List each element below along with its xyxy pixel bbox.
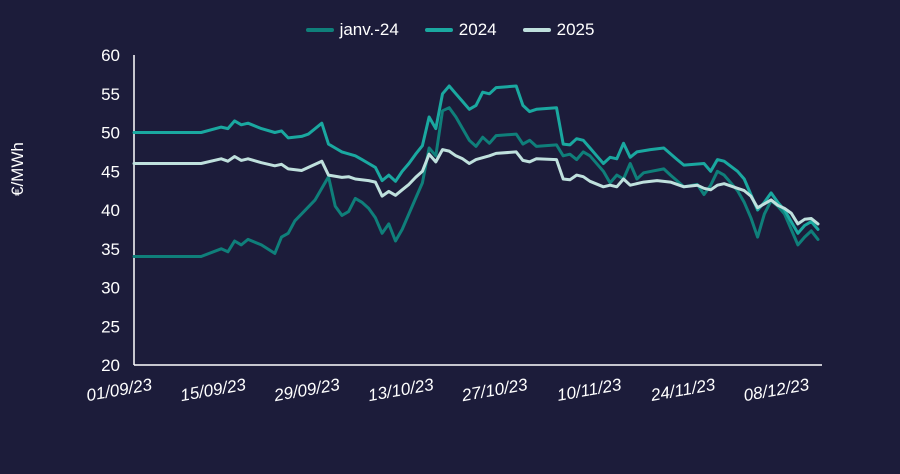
- y-tick-label: 45: [101, 162, 120, 181]
- x-tick-label: 29/09/23: [272, 375, 342, 405]
- y-tick-label: 50: [101, 124, 120, 143]
- y-axis-tick-labels: 20 25 30 35 40 45 50 55 60: [101, 46, 120, 375]
- x-tick-label: 13/10/23: [367, 375, 436, 405]
- series-line-janv-24: [132, 106, 820, 258]
- series-line-2024: [132, 84, 820, 235]
- x-tick-label: 24/11/23: [648, 375, 717, 405]
- y-tick-label: 30: [101, 279, 120, 298]
- legend-item-janv-24: janv.-24: [305, 20, 399, 40]
- x-tick-label: 08/12/23: [742, 375, 811, 405]
- x-tick-label: 27/10/23: [459, 375, 529, 405]
- chart-legend: janv.-24 2024 2025: [0, 20, 900, 40]
- y-tick-label: 25: [101, 317, 120, 336]
- legend-item-2024: 2024: [424, 20, 497, 40]
- x-tick-label: 01/09/23: [85, 375, 154, 405]
- chart-axes: [133, 55, 822, 366]
- y-axis-label: €/MWh: [8, 142, 27, 196]
- y-tick-label: 20: [101, 356, 120, 375]
- y-tick-label: 60: [101, 46, 120, 65]
- legend-label-janv-24: janv.-24: [339, 20, 399, 39]
- legend-swatch-2025: [522, 28, 551, 32]
- y-tick-label: 35: [101, 240, 120, 259]
- y-tick-label: 40: [101, 201, 120, 220]
- legend-label-2025: 2025: [556, 20, 595, 39]
- legend-item-2025: 2025: [522, 20, 595, 40]
- legend-label-2024: 2024: [458, 20, 497, 39]
- series-line-2025: [132, 148, 820, 226]
- legend-swatch-2024: [424, 28, 453, 32]
- chart-series-lines: [132, 84, 820, 258]
- y-tick-label: 55: [101, 85, 120, 104]
- x-tick-label: 10/11/23: [556, 375, 624, 405]
- legend-swatch-janv-24: [305, 28, 334, 32]
- x-tick-label: 15/09/23: [179, 375, 248, 405]
- x-axis-tick-labels: 01/09/23 15/09/23 29/09/23 13/10/23 27/10/23…: [85, 375, 811, 405]
